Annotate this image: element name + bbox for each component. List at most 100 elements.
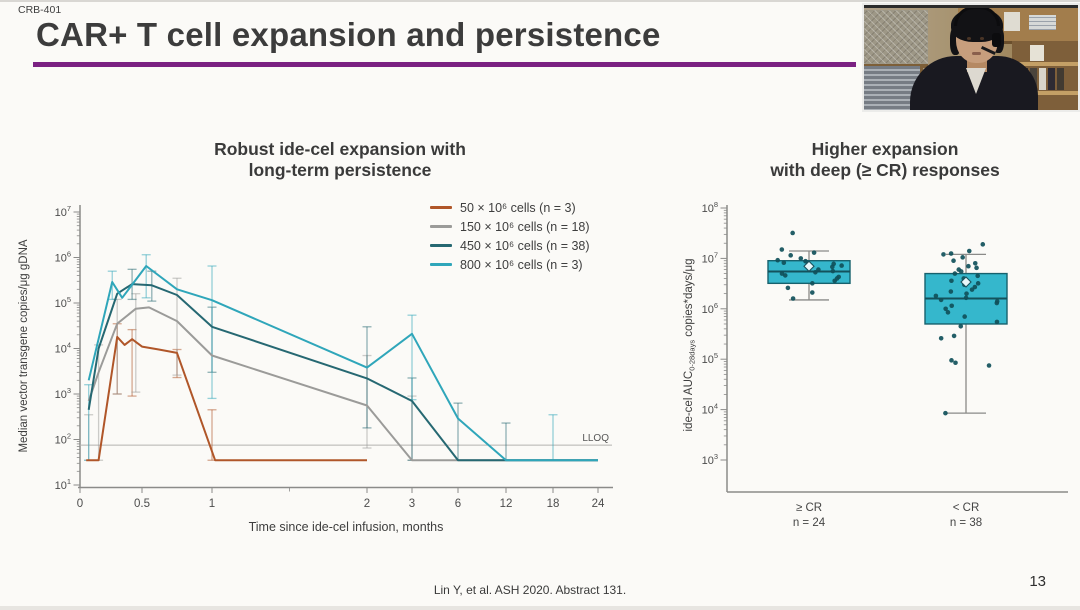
svg-text:107: 107 bbox=[55, 204, 71, 219]
data-point bbox=[775, 257, 780, 263]
data-point bbox=[980, 242, 986, 247]
webcam-window-screen bbox=[864, 10, 928, 68]
study-label: CRB-401 bbox=[18, 4, 62, 16]
data-point bbox=[813, 269, 818, 275]
mean-marker bbox=[803, 260, 815, 272]
data-point bbox=[958, 323, 964, 329]
data-point bbox=[790, 296, 796, 301]
legend-item: 150 × 10⁶ cells (n = 18) bbox=[430, 217, 590, 236]
svg-text:Time since ide-cel infusion, m: Time since ide-cel infusion, months bbox=[249, 520, 444, 534]
legend-swatch-150 bbox=[430, 225, 452, 228]
svg-text:24: 24 bbox=[592, 498, 605, 510]
svg-text:12: 12 bbox=[500, 498, 513, 510]
data-point bbox=[962, 314, 967, 319]
data-point bbox=[830, 264, 835, 270]
webcam-shelf-edge bbox=[1012, 91, 1078, 95]
data-point bbox=[830, 268, 836, 274]
webcam-paper bbox=[1004, 12, 1020, 31]
legend-swatch-800 bbox=[430, 263, 452, 266]
svg-text:106: 106 bbox=[55, 250, 71, 265]
svg-text:3: 3 bbox=[409, 498, 415, 510]
svg-text:103: 103 bbox=[702, 452, 718, 467]
data-point bbox=[948, 251, 954, 256]
data-point bbox=[832, 278, 838, 284]
error-bars bbox=[84, 254, 558, 461]
series-line bbox=[86, 335, 367, 462]
data-point bbox=[798, 256, 804, 261]
data-point bbox=[952, 271, 958, 276]
data-point bbox=[972, 260, 978, 266]
data-point bbox=[953, 360, 958, 366]
left-chart-title-line2: long-term persistence bbox=[248, 160, 432, 180]
svg-text:0: 0 bbox=[77, 498, 83, 510]
headset-earcup-icon bbox=[992, 33, 1001, 47]
legend-label: 800 × 10⁶ cells (n = 3) bbox=[460, 257, 583, 272]
webcam-shelf-edge bbox=[1012, 62, 1078, 66]
data-point bbox=[949, 303, 955, 309]
legend-item: 800 × 10⁶ cells (n = 3) bbox=[430, 255, 590, 274]
svg-text:105: 105 bbox=[55, 295, 71, 310]
data-point bbox=[933, 293, 939, 299]
webcam-paper bbox=[1029, 15, 1056, 30]
data-point bbox=[964, 291, 969, 296]
data-point bbox=[986, 363, 992, 368]
svg-text:104: 104 bbox=[55, 341, 71, 356]
data-point bbox=[816, 267, 821, 272]
top-strip bbox=[0, 0, 1080, 2]
page-number: 13 bbox=[1029, 573, 1046, 590]
svg-text:LLOQ: LLOQ bbox=[582, 433, 609, 444]
data-point bbox=[949, 278, 954, 284]
data-point bbox=[966, 263, 971, 269]
dose-legend: 50 × 10⁶ cells (n = 3) 150 × 10⁶ cells (… bbox=[430, 198, 590, 274]
svg-text:107: 107 bbox=[702, 250, 718, 265]
data-point bbox=[975, 273, 981, 279]
svg-text:n = 24: n = 24 bbox=[793, 517, 826, 529]
left-chart-title-line1: Robust ide-cel expansion with bbox=[214, 139, 466, 159]
data-point bbox=[785, 285, 791, 291]
page-title: CAR+ T cell expansion and persistence bbox=[36, 16, 661, 53]
legend-label: 450 × 10⁶ cells (n = 38) bbox=[460, 238, 590, 253]
presenter-webcam[interactable] bbox=[862, 3, 1080, 112]
box-group: < CR n = 38 bbox=[924, 242, 1008, 529]
data-point bbox=[781, 260, 787, 266]
svg-text:2: 2 bbox=[364, 498, 370, 510]
left-chart-title: Robust ide-cel expansion with long-term … bbox=[120, 139, 560, 181]
svg-text:6: 6 bbox=[455, 498, 461, 510]
data-point bbox=[951, 333, 957, 339]
svg-text:ide-cel AUC0-28days copies*day: ide-cel AUC0-28days copies*days/μg bbox=[683, 259, 697, 432]
legend-swatch-450 bbox=[430, 244, 452, 247]
data-point bbox=[839, 263, 844, 268]
data-point bbox=[941, 252, 946, 257]
svg-text:18: 18 bbox=[547, 498, 560, 510]
series-line bbox=[87, 306, 598, 462]
box-group: ≥ CR n = 24 bbox=[767, 230, 851, 529]
webcam-book bbox=[1039, 68, 1046, 90]
data-point bbox=[938, 335, 944, 341]
data-point bbox=[958, 269, 964, 274]
error-bars bbox=[127, 268, 511, 461]
data-point bbox=[943, 306, 948, 312]
webcam-book bbox=[1048, 68, 1055, 90]
svg-text:103: 103 bbox=[55, 386, 71, 401]
presenter-hair bbox=[950, 27, 961, 55]
webcam-book bbox=[1057, 68, 1064, 90]
webcam-binder bbox=[1030, 45, 1044, 61]
svg-text:n = 38: n = 38 bbox=[950, 517, 982, 529]
svg-text:1: 1 bbox=[209, 498, 215, 510]
svg-text:0.5: 0.5 bbox=[134, 498, 150, 510]
data-point bbox=[974, 265, 979, 271]
data-point bbox=[949, 358, 954, 363]
legend-label: 50 × 10⁶ cells (n = 3) bbox=[460, 200, 576, 215]
data-point bbox=[966, 248, 972, 254]
title-underline bbox=[33, 62, 856, 67]
webcam-top-border bbox=[864, 5, 1078, 8]
svg-text:≥ CR: ≥ CR bbox=[796, 502, 822, 514]
legend-label: 150 × 10⁶ cells (n = 18) bbox=[460, 219, 590, 234]
citation: Lin Y, et al. ASH 2020. Abstract 131. bbox=[433, 583, 627, 597]
right-chart-title-line1: Higher expansion bbox=[811, 139, 959, 159]
legend-item: 450 × 10⁶ cells (n = 38) bbox=[430, 236, 590, 255]
data-point bbox=[938, 297, 944, 303]
data-point bbox=[963, 295, 969, 301]
data-point bbox=[975, 281, 981, 286]
